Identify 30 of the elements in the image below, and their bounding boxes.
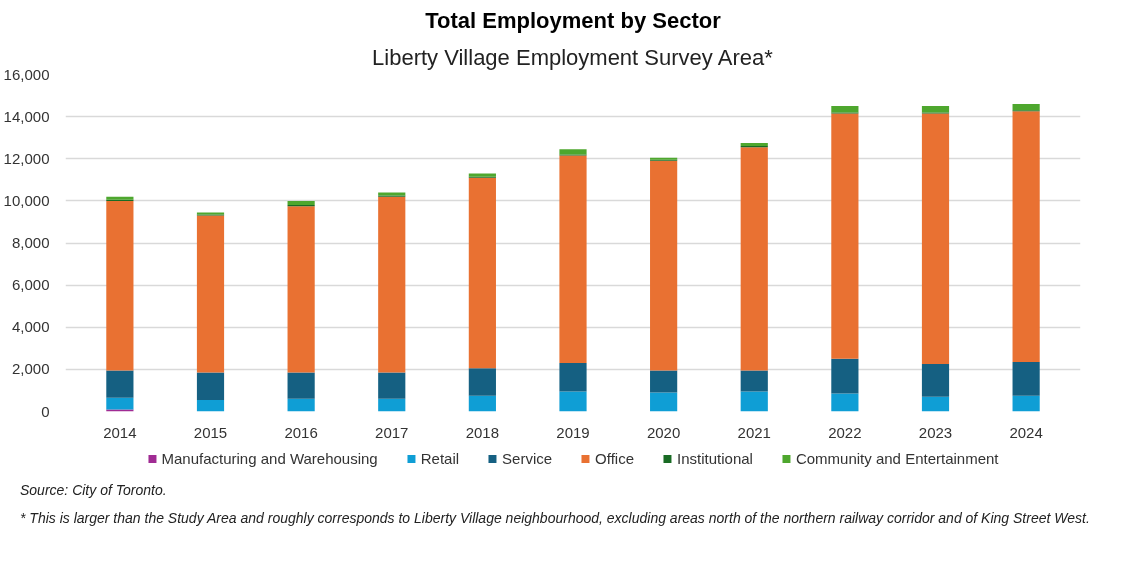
y-tick-label: 12,000 xyxy=(3,149,50,167)
y-tick-label: 2,000 xyxy=(11,360,50,378)
x-tick-label: 2016 xyxy=(284,423,318,441)
text: * This is larger than the Study Area and roughly corresponds to Liberty Village neighbourhood, excluding areas north of the northern railway corridor and of King Street West. xyxy=(20,509,1090,528)
y-tick-label: 4,000 xyxy=(11,318,50,336)
x-tick-label: 2014 xyxy=(103,423,137,441)
legend-label: Community and Entertainment xyxy=(795,449,999,467)
legend-label: Service xyxy=(502,449,553,467)
y-tick-label: 0 xyxy=(41,402,50,420)
legend-label: Office xyxy=(595,449,635,467)
legend-label: Institutional xyxy=(677,449,753,467)
source-note: Source: City of Toronto. xyxy=(20,481,167,500)
legend-label: Manufacturing and Warehousing xyxy=(161,449,378,467)
x-tick-label: 2017 xyxy=(375,423,409,441)
y-tick-label: 6,000 xyxy=(11,276,50,294)
x-tick-label: 2015 xyxy=(193,423,228,441)
chart-subtitle: Liberty Village Employment Survey Area* xyxy=(372,44,774,70)
chart-title: Total Employment by Sector xyxy=(425,7,722,33)
x-tick-label: 2018 xyxy=(465,423,500,441)
y-tick-label: 14,000 xyxy=(3,107,50,125)
x-tick-label: 2021 xyxy=(737,423,771,441)
x-tick-label: 2019 xyxy=(556,423,590,441)
y-tick-label: 10,000 xyxy=(3,191,50,209)
y-tick-label: 16,000 xyxy=(3,65,50,83)
legend-label: Retail xyxy=(420,449,460,467)
x-tick-label: 2024 xyxy=(1009,423,1043,441)
x-tick-label: 2022 xyxy=(828,423,862,441)
y-tick-label: 8,000 xyxy=(11,234,50,251)
x-tick-label: 2020 xyxy=(646,423,681,441)
x-tick-label: 2023 xyxy=(918,423,953,441)
